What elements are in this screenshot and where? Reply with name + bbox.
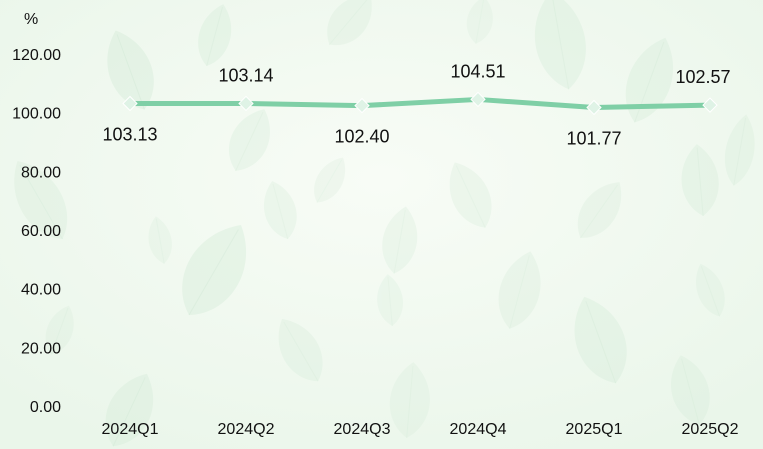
data-label: 103.14 — [218, 65, 273, 85]
y-tick-label: 0.00 — [30, 399, 61, 416]
y-tick-label: 60.00 — [21, 223, 61, 240]
data-point — [470, 91, 486, 108]
x-tick-label: 2024Q4 — [450, 421, 507, 438]
series-line-layer — [127, 96, 713, 110]
data-points — [122, 91, 718, 116]
x-tick-label: 2025Q2 — [682, 421, 739, 438]
x-tick-label: 2024Q1 — [102, 421, 159, 438]
y-tick-label: 80.00 — [21, 164, 61, 181]
data-label: 103.13 — [102, 124, 157, 144]
y-tick-label: 20.00 — [21, 340, 61, 357]
data-label: 102.40 — [334, 127, 389, 147]
data-point — [238, 95, 254, 112]
data-labels: 103.13 103.14 102.40 104.51 101.77 102.57 — [102, 61, 730, 148]
y-axis-ticks: 0.00 20.00 40.00 60.00 80.00 100.00 120.00 — [12, 47, 61, 416]
y-tick-label: 120.00 — [12, 47, 61, 64]
data-point — [122, 95, 138, 112]
data-point — [354, 97, 370, 114]
data-point — [586, 99, 602, 116]
series-line — [127, 96, 713, 110]
data-label: 101.77 — [566, 128, 621, 148]
y-tick-label: 100.00 — [12, 106, 61, 123]
data-label: 104.51 — [450, 61, 505, 81]
y-axis-unit-label: % — [24, 11, 38, 28]
x-tick-label: 2025Q1 — [566, 421, 623, 438]
data-point — [702, 97, 718, 113]
x-axis-ticks: 2024Q1 2024Q2 2024Q3 2024Q4 2025Q1 2025Q2 — [102, 421, 739, 438]
x-tick-label: 2024Q3 — [334, 421, 391, 438]
y-tick-label: 40.00 — [21, 282, 61, 299]
x-tick-label: 2024Q2 — [218, 421, 275, 438]
data-label: 102.57 — [675, 67, 730, 87]
